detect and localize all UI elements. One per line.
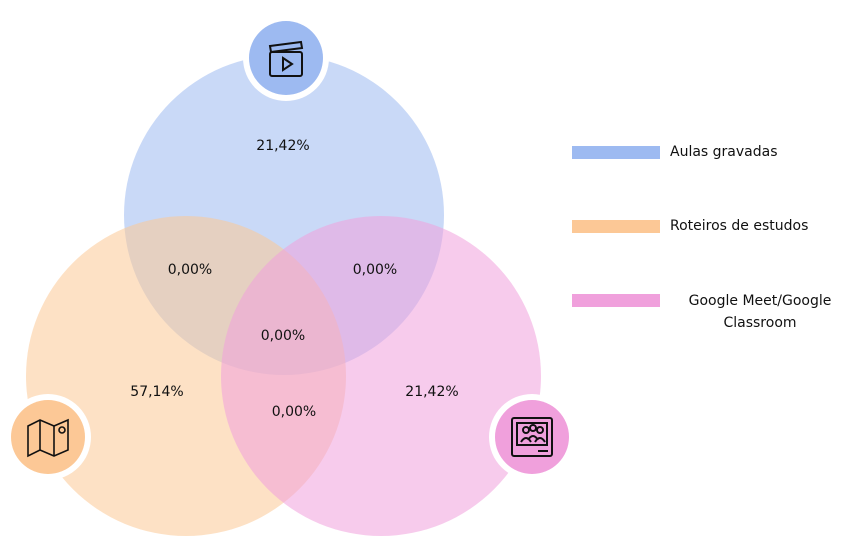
icon-bg xyxy=(249,21,323,95)
region-label: 0,00% xyxy=(168,262,212,278)
region-label: 0,00% xyxy=(272,404,316,420)
legend-swatch xyxy=(572,145,660,159)
region-label: 21,42% xyxy=(256,138,309,154)
map-icon xyxy=(27,418,69,458)
region-label: 0,00% xyxy=(353,262,397,278)
legend-swatch xyxy=(572,219,660,233)
legend-item: Aulas gravadas xyxy=(572,144,778,160)
region-label: 57,14% xyxy=(130,384,183,400)
region-label: 0,00% xyxy=(261,328,305,344)
legend-label: Aulas gravadas xyxy=(670,144,778,160)
legend-item: Roteiros de estudos xyxy=(572,218,808,234)
legend-item: Google Meet/Google Classroom xyxy=(572,290,850,334)
legend-label: Google Meet/Google Classroom xyxy=(688,293,832,331)
clapper-icon xyxy=(268,40,304,77)
set-circle xyxy=(221,216,541,536)
legend-label: Roteiros de estudos xyxy=(670,218,809,234)
icon-bg xyxy=(11,400,85,474)
meeting-icon xyxy=(511,417,553,457)
legend-swatch xyxy=(572,294,660,307)
region-label: 21,42% xyxy=(405,384,458,400)
